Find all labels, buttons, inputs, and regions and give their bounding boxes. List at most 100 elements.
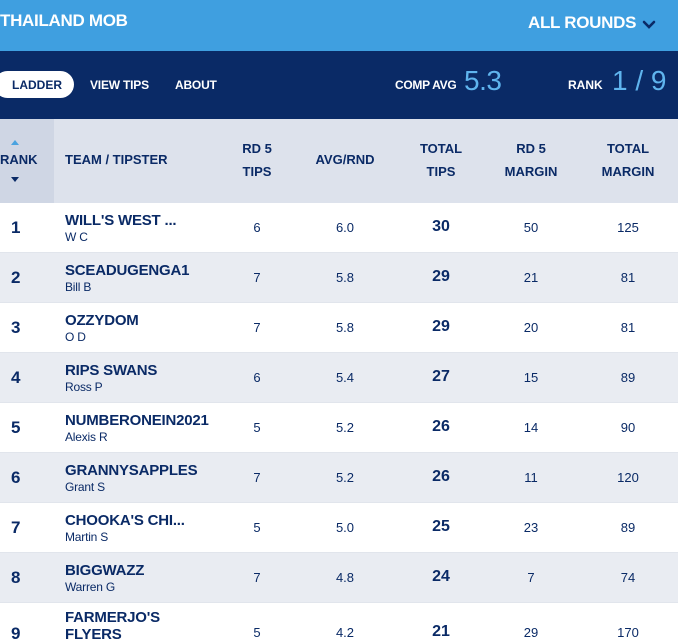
row-team-name[interactable]: CHOOKA'S CHI...: [65, 512, 185, 529]
sort-ascending-icon: [11, 140, 19, 145]
row-total-tips: 26: [432, 418, 450, 435]
tab-ladder[interactable]: LADDER: [0, 71, 74, 98]
rounds-dropdown[interactable]: ALL ROUNDS: [528, 11, 656, 35]
header-total-margin[interactable]: TOTAL MARGIN: [593, 137, 663, 183]
row-avg-rnd: 5.4: [335, 370, 355, 385]
header-rd-margin[interactable]: RD 5 MARGIN: [496, 137, 566, 183]
row-total-margin: 89: [620, 520, 636, 535]
competition-name: THAILAND MOB: [0, 11, 128, 30]
table-row[interactable]: 5 NUMBERONEIN2021 Alexis R 5 5.2 26 14 9…: [0, 403, 678, 453]
row-team-name[interactable]: NUMBERONEIN2021: [65, 412, 209, 429]
row-rd-margin: 14: [523, 420, 539, 435]
header-team-tipster[interactable]: TEAM / TIPSTER: [65, 152, 168, 167]
row-total-tips: 30: [432, 218, 450, 235]
page-edge: [678, 0, 682, 644]
table-row[interactable]: 6 GRANNYSAPPLES Grant S 7 5.2 26 11 120: [0, 453, 678, 503]
header-total-tips-line1: TOTAL: [419, 141, 463, 156]
row-avg-rnd: 5.8: [335, 270, 355, 285]
header-rd-margin-line2: MARGIN: [504, 164, 558, 179]
table-row[interactable]: 8 BIGGWAZZ Warren G 7 4.8 24 7 74: [0, 553, 678, 603]
row-tipster-name: Ross P: [65, 380, 103, 394]
ladder-nav: LADDER VIEW TIPS ABOUT COMP AVG 5.3 RANK…: [0, 51, 678, 119]
row-avg-rnd: 5.2: [335, 470, 355, 485]
comp-avg-label: COMP AVG: [395, 78, 457, 92]
row-avg-rnd: 5.0: [335, 520, 355, 535]
row-team-name[interactable]: OZZYDOM: [65, 312, 139, 329]
tab-view-tips[interactable]: VIEW TIPS: [90, 78, 149, 92]
header-rank[interactable]: RANK: [0, 152, 38, 167]
row-total-margin: 120: [617, 470, 639, 485]
row-total-tips: 27: [432, 368, 450, 385]
rank-value: 1 / 9: [612, 65, 667, 96]
header-total-margin-line1: TOTAL: [606, 141, 650, 156]
rank-label: RANK: [568, 78, 603, 92]
row-rd-margin: 23: [523, 520, 539, 535]
row-total-tips: 25: [432, 518, 450, 535]
row-avg-rnd: 4.8: [335, 570, 355, 585]
header-total-tips[interactable]: TOTAL TIPS: [411, 137, 471, 183]
row-rd-tips: 5: [253, 520, 261, 535]
table-row[interactable]: 9 FARMERJO'S FLYERS 5 4.2 21 29 170: [0, 603, 678, 644]
table-row[interactable]: 2 SCEADUGENGA1 Bill B 7 5.8 29 21 81: [0, 253, 678, 303]
tab-about[interactable]: ABOUT: [175, 78, 217, 92]
row-total-tips: 29: [432, 318, 450, 335]
row-total-tips: 21: [432, 623, 450, 640]
row-total-margin: 125: [617, 220, 639, 235]
row-total-margin: 81: [620, 270, 636, 285]
row-avg-rnd: 6.0: [335, 220, 355, 235]
row-rd-margin: 7: [527, 570, 535, 585]
row-rank: 5: [11, 418, 21, 437]
row-rd-margin: 20: [523, 320, 539, 335]
row-rd-margin: 50: [523, 220, 539, 235]
row-rank: 9: [11, 624, 21, 643]
row-rd-tips: 7: [253, 470, 261, 485]
row-rank: 6: [11, 468, 21, 487]
row-team-name[interactable]: SCEADUGENGA1: [65, 262, 190, 279]
row-total-tips: 29: [432, 268, 450, 285]
header-rd-margin-line1: RD 5: [516, 141, 546, 156]
row-rd-tips: 7: [253, 570, 261, 585]
header-rd-tips-line1: RD 5: [242, 141, 272, 156]
row-total-margin: 81: [620, 320, 636, 335]
row-total-margin: 170: [617, 625, 639, 640]
comp-avg-value: 5.3: [464, 65, 502, 96]
table-row[interactable]: 1 WILL'S WEST ... W C 6 6.0 30 50 125: [0, 203, 678, 253]
row-rd-margin: 21: [523, 270, 539, 285]
table-row[interactable]: 3 OZZYDOM O D 7 5.8 29 20 81: [0, 303, 678, 353]
row-team-name[interactable]: WILL'S WEST ...: [65, 212, 177, 229]
row-tipster-name: Grant S: [65, 480, 105, 494]
row-team-name[interactable]: FARMERJO'S FLYERS: [65, 609, 160, 643]
table-row[interactable]: 7 CHOOKA'S CHI... Martin S 5 5.0 25 23 8…: [0, 503, 678, 553]
row-rd-tips: 6: [253, 370, 261, 385]
row-rank: 2: [11, 268, 21, 287]
row-total-tips: 26: [432, 468, 450, 485]
row-team-name[interactable]: RIPS SWANS: [65, 362, 158, 379]
header-total-margin-line2: MARGIN: [601, 164, 655, 179]
row-rank: 4: [11, 368, 21, 387]
row-rank: 7: [11, 518, 21, 537]
rank-column-header[interactable]: [0, 119, 54, 203]
row-rd-margin: 15: [523, 370, 539, 385]
row-rd-tips: 5: [253, 625, 261, 640]
row-rd-tips: 7: [253, 270, 261, 285]
row-rd-margin: 11: [524, 470, 538, 485]
header-avg-rnd[interactable]: AVG/RND: [315, 152, 375, 167]
row-total-tips: 24: [432, 568, 450, 585]
row-tipster-name: Warren G: [65, 580, 115, 594]
row-total-margin: 74: [620, 570, 636, 585]
row-rank: 3: [11, 318, 21, 337]
row-team-name[interactable]: GRANNYSAPPLES: [65, 462, 198, 479]
row-tipster-name: W C: [65, 230, 88, 244]
chevron-down-icon: [642, 15, 656, 35]
row-rank: 8: [11, 568, 21, 587]
row-rd-margin: 29: [523, 625, 539, 640]
header-total-tips-line2: TIPS: [426, 164, 456, 179]
row-avg-rnd: 5.2: [335, 420, 355, 435]
row-team-name[interactable]: BIGGWAZZ: [65, 562, 145, 579]
table-row[interactable]: 4 RIPS SWANS Ross P 6 5.4 27 15 89: [0, 353, 678, 403]
rounds-dropdown-label: ALL ROUNDS: [528, 13, 637, 32]
row-tipster-name: O D: [65, 330, 86, 344]
header-rd-tips[interactable]: RD 5 TIPS: [227, 137, 287, 183]
sort-descending-icon: [11, 177, 19, 182]
